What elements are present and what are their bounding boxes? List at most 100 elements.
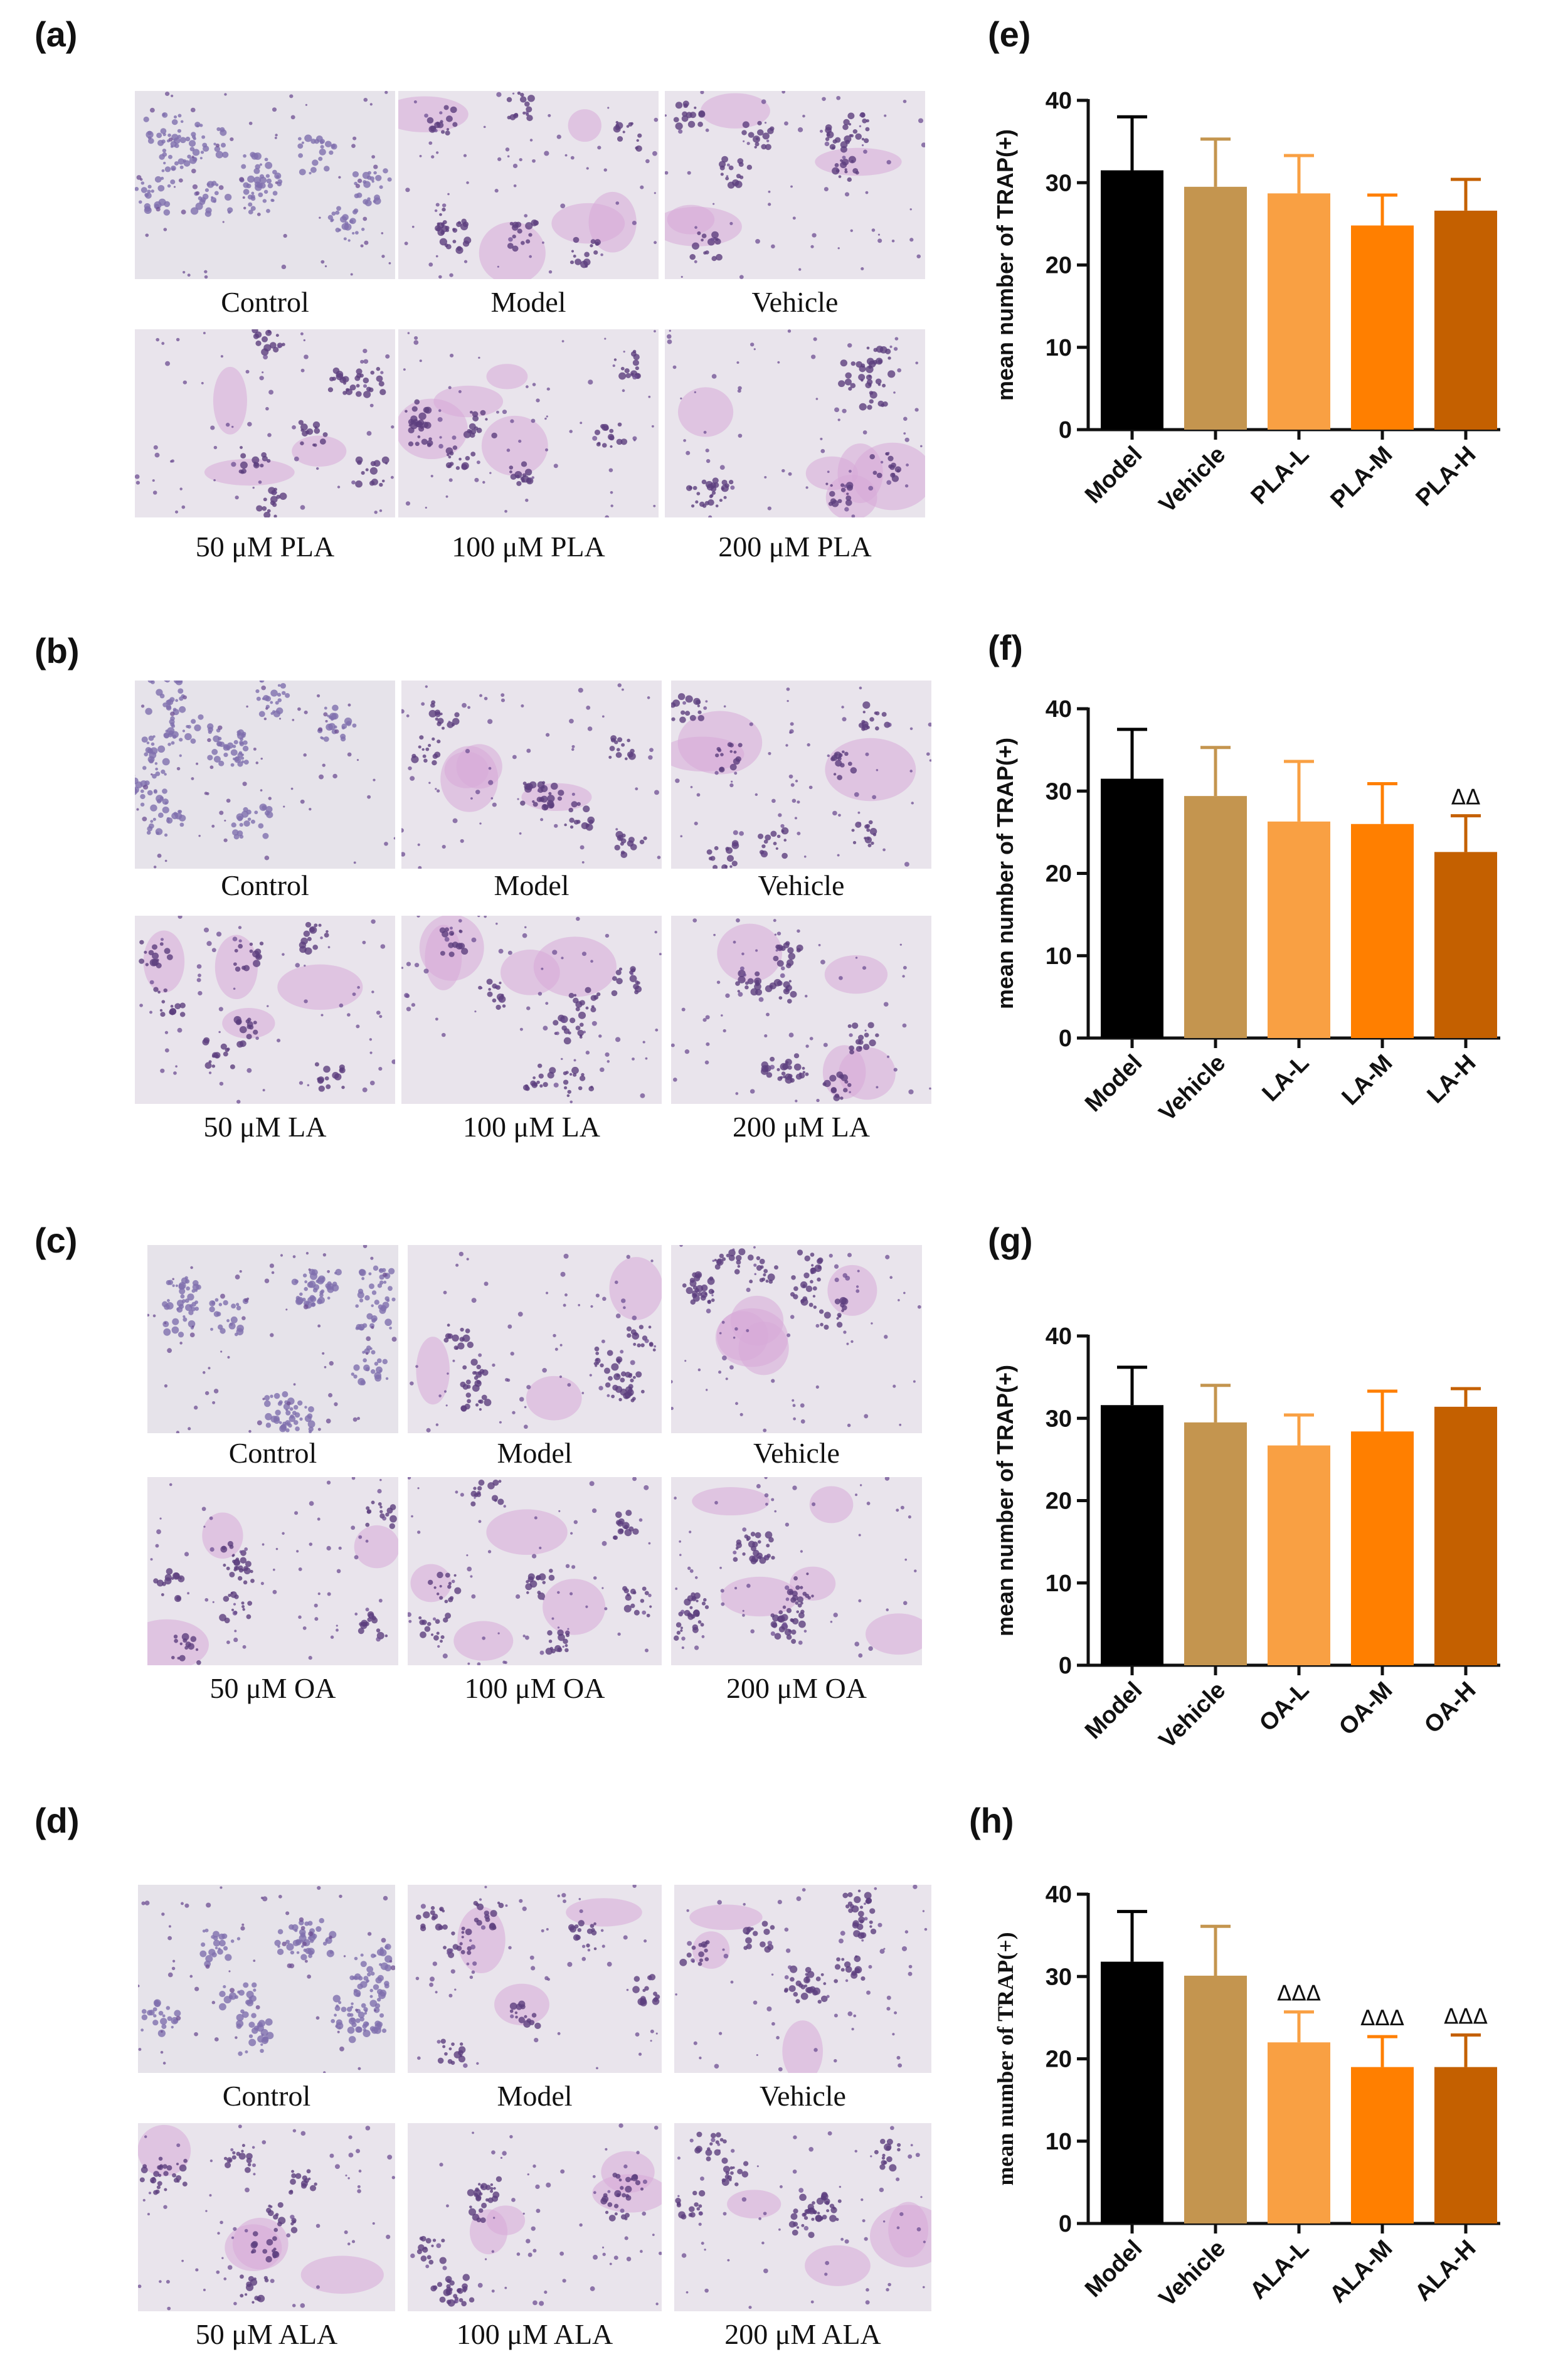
significance-mark: ΔΔΔ bbox=[1277, 1981, 1321, 2006]
micrograph-image bbox=[398, 91, 659, 279]
y-tick-label: 40 bbox=[1046, 1323, 1072, 1350]
micrograph-image bbox=[674, 1885, 931, 2073]
bar bbox=[1184, 186, 1247, 430]
y-tick-label: 40 bbox=[1046, 696, 1072, 723]
bar-chart-h: mean number of TRAP(+) 0 10 20 30 40 Model Vehi… bbox=[978, 1882, 1555, 2333]
micrograph-caption: Model bbox=[497, 2080, 573, 2112]
x-tick-label: Model bbox=[1080, 442, 1147, 509]
micrograph-image bbox=[135, 916, 395, 1104]
bar bbox=[1351, 1431, 1414, 1665]
bar bbox=[1351, 824, 1414, 1038]
micrograph-image bbox=[408, 1477, 662, 1665]
micrograph-caption: Control bbox=[222, 2080, 311, 2112]
micrograph-image bbox=[138, 1885, 395, 2073]
y-axis-title: mean number of TRAP(+) bbox=[992, 1365, 1018, 1636]
y-tick-label: 20 bbox=[1046, 1488, 1072, 1515]
x-tick-label: Vehicle bbox=[1154, 442, 1231, 518]
micrograph-image bbox=[401, 916, 662, 1104]
micrograph-caption: Control bbox=[228, 1437, 317, 1469]
micrograph-image bbox=[398, 329, 659, 517]
x-tick-label: Vehicle bbox=[1154, 2235, 1231, 2312]
micrograph-caption: 200 μM OA bbox=[726, 1672, 867, 1704]
bar bbox=[1268, 1445, 1330, 1665]
bar bbox=[1268, 821, 1330, 1038]
micrograph-caption: Control bbox=[221, 286, 309, 318]
y-tick-label: 20 bbox=[1046, 861, 1072, 888]
y-tick-label: 30 bbox=[1046, 778, 1072, 805]
x-tick-label: ALA-H bbox=[1410, 2235, 1481, 2306]
y-tick-label: 10 bbox=[1046, 1571, 1072, 1597]
micrograph-image bbox=[408, 2123, 662, 2311]
micrograph-caption: Vehicle bbox=[751, 286, 839, 318]
panel-label-a: (a) bbox=[34, 14, 78, 54]
significance-mark: ΔΔΔ bbox=[1360, 2006, 1404, 2031]
micrograph-caption: 50 μM OA bbox=[209, 1672, 336, 1704]
y-tick-label: 30 bbox=[1046, 1964, 1072, 1990]
micrograph-image bbox=[408, 1245, 662, 1433]
bar bbox=[1101, 778, 1163, 1038]
y-tick-label: 0 bbox=[1059, 2211, 1072, 2237]
micrograph-image bbox=[671, 1245, 922, 1433]
y-tick-label: 10 bbox=[1046, 335, 1072, 361]
x-tick-label: ALA-M bbox=[1325, 2235, 1397, 2308]
x-tick-label: Model bbox=[1080, 2235, 1147, 2302]
y-axis-title: mean number of TRAP(+) bbox=[992, 738, 1018, 1009]
bar bbox=[1268, 2042, 1330, 2223]
micrograph-caption: Vehicle bbox=[753, 1437, 840, 1469]
y-tick-label: 30 bbox=[1046, 170, 1072, 196]
micrograph-image bbox=[671, 916, 931, 1104]
micrograph-caption: Model bbox=[494, 869, 569, 901]
panel-label-b: (b) bbox=[34, 631, 80, 670]
x-tick-label: PLA-M bbox=[1326, 442, 1398, 514]
y-tick-label: 30 bbox=[1046, 1406, 1072, 1432]
micrograph-image bbox=[401, 681, 662, 869]
x-tick-label: OA-H bbox=[1419, 1677, 1481, 1739]
bar bbox=[1184, 1975, 1247, 2223]
y-tick-label: 10 bbox=[1046, 2129, 1072, 2155]
significance-mark: ΔΔ bbox=[1451, 785, 1481, 810]
bar bbox=[1268, 193, 1330, 430]
bar-chart-f: mean number of TRAP(+) 0 10 20 30 40 Model Vehi… bbox=[978, 696, 1555, 1148]
bar bbox=[1434, 2067, 1497, 2223]
y-axis-title: mean number of TRAP(+) bbox=[993, 1932, 1018, 2185]
bar bbox=[1434, 210, 1497, 430]
y-tick-label: 40 bbox=[1046, 88, 1072, 114]
x-tick-label: Vehicle bbox=[1154, 1677, 1231, 1754]
micrograph-caption: 50 μM LA bbox=[203, 1111, 327, 1143]
micrograph-caption: 100 μM PLA bbox=[452, 531, 605, 563]
panel-label-c: (c) bbox=[34, 1221, 78, 1260]
y-tick-label: 0 bbox=[1059, 1025, 1072, 1052]
micrograph-caption: Model bbox=[490, 286, 566, 318]
panel-label-g: (g) bbox=[988, 1221, 1033, 1260]
bar-chart-e: mean number of TRAP(+) 0 10 20 30 40 Model Vehi… bbox=[978, 88, 1555, 539]
bar bbox=[1184, 1422, 1247, 1665]
micrograph-caption: Vehicle bbox=[760, 2080, 846, 2112]
x-tick-label: LA-H bbox=[1422, 1050, 1481, 1109]
y-tick-label: 20 bbox=[1046, 253, 1072, 279]
panel-label-e: (e) bbox=[988, 14, 1031, 54]
significance-mark: ΔΔΔ bbox=[1444, 2004, 1488, 2029]
y-tick-label: 0 bbox=[1059, 417, 1072, 443]
micrograph-image bbox=[674, 2123, 931, 2311]
micrograph-image bbox=[147, 1245, 398, 1433]
panel-label-f: (f) bbox=[988, 628, 1023, 667]
micrograph-caption: 100 μM OA bbox=[464, 1672, 605, 1704]
bar bbox=[1351, 225, 1414, 430]
x-tick-label: OA-L bbox=[1254, 1677, 1314, 1737]
micrograph-image bbox=[135, 329, 395, 517]
x-tick-label: ALA-L bbox=[1245, 2235, 1314, 2304]
bar bbox=[1184, 796, 1247, 1038]
bar bbox=[1434, 852, 1497, 1038]
y-tick-label: 0 bbox=[1059, 1653, 1072, 1679]
micrograph-image bbox=[665, 329, 925, 517]
micrograph-caption: 100 μM LA bbox=[463, 1111, 600, 1143]
micrograph-caption: Model bbox=[497, 1437, 573, 1469]
micrograph-caption: 50 μM ALA bbox=[195, 2318, 338, 2350]
bar-chart-g: mean number of TRAP(+) 0 10 20 30 40 Model Vehi… bbox=[978, 1323, 1555, 1775]
micrograph-image bbox=[408, 1885, 662, 2073]
x-tick-label: Vehicle bbox=[1154, 1050, 1231, 1126]
micrograph-caption: 100 μM ALA bbox=[456, 2318, 613, 2350]
bar bbox=[1351, 2067, 1414, 2223]
micrograph-image bbox=[135, 91, 395, 279]
x-tick-label: PLA-L bbox=[1246, 442, 1315, 510]
